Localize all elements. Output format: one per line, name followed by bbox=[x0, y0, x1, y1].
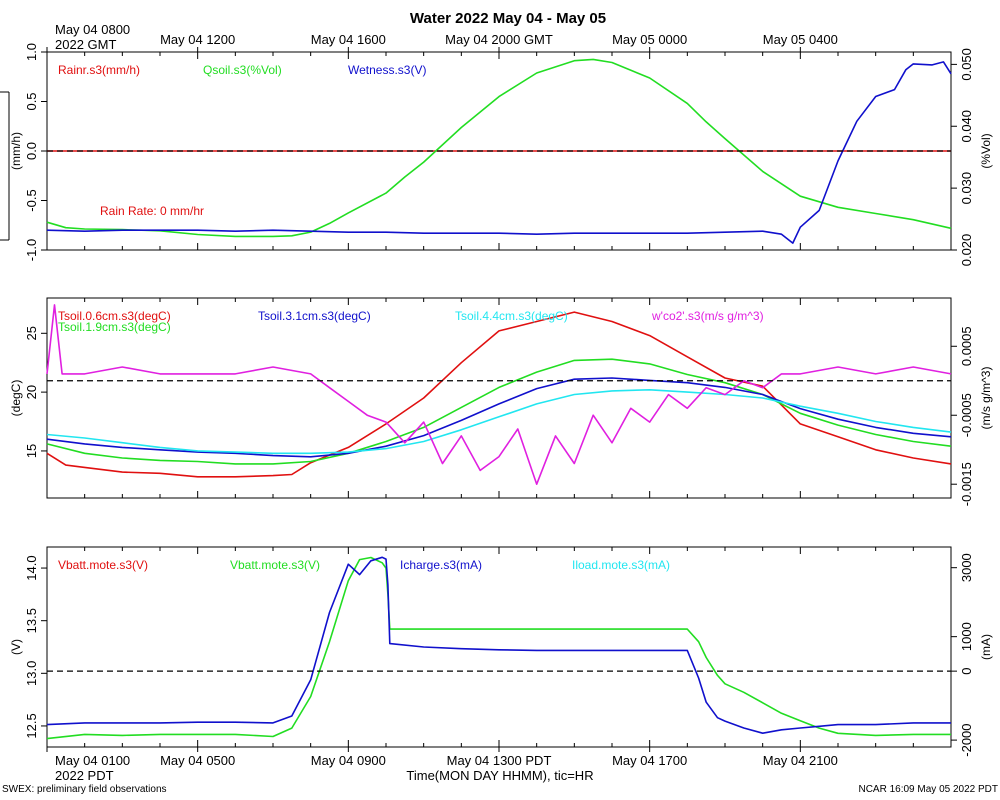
y-left-tick-label: 25 bbox=[24, 326, 39, 340]
y-left-axis-title: (V) bbox=[9, 639, 23, 655]
legend-entry-3: Iload.mote.s3(mA) bbox=[572, 558, 670, 572]
series-line-tsoil-4-4cm-s3-degc- bbox=[46, 388, 952, 455]
y-right-tick-label: 0.0005 bbox=[959, 326, 974, 366]
chart-title: Water 2022 May 04 - May 05 bbox=[410, 10, 606, 27]
bottom-time-label-2: May 04 1300 PDT bbox=[447, 753, 552, 768]
y-left-tick-label: 1.0 bbox=[24, 43, 39, 61]
y-left-tick-label: 12.5 bbox=[24, 713, 39, 738]
y-left-tick-label: 15 bbox=[24, 444, 39, 458]
y-left-tick-label: 0.0 bbox=[24, 142, 39, 160]
panel-0: -1.0 -0.5 0.0 0.5 1.0 0.020 0.030 0.040 0.050 (mm… bbox=[9, 43, 993, 266]
legend-entry-0: Vbatt.mote.s3(V) bbox=[58, 558, 148, 572]
series-line-tsoil-1-9cm-s3-degc- bbox=[46, 358, 952, 465]
series-line-icharge-s3-ma- bbox=[46, 556, 951, 735]
series-line-wetness-s3-v- bbox=[46, 61, 952, 244]
legend-entry-3: Tsoil.4.4cm.s3(degC) bbox=[455, 309, 568, 323]
bottom-time-label-3: May 04 1700 bbox=[612, 753, 687, 768]
y-left-tick-label: -0.5 bbox=[24, 189, 39, 211]
y-right-tick-label: -0.0005 bbox=[959, 393, 974, 437]
side-bracket bbox=[0, 91, 10, 241]
legend-entry-2: Wetness.s3(V) bbox=[348, 63, 426, 77]
legend-entry-1: Tsoil.1.9cm.s3(degC) bbox=[58, 320, 171, 334]
y-right-tick-label: 0.020 bbox=[959, 234, 974, 267]
y-right-tick-label: 0 bbox=[959, 668, 974, 675]
top-time-label-2: May 04 2000 GMT bbox=[445, 32, 553, 47]
y-right-tick-label: 0.040 bbox=[959, 110, 974, 143]
y-right-tick-label: 3000 bbox=[959, 553, 974, 582]
legend-entry-1: Qsoil.s3(%Vol) bbox=[203, 63, 282, 77]
legend-entry-2: Icharge.s3(mA) bbox=[400, 558, 482, 572]
chart-panels: -1.0 -0.5 0.0 0.5 1.0 0.020 0.030 0.040 0.050 (mm… bbox=[9, 43, 993, 757]
series-line-tsoil-3-1cm-s3-degc- bbox=[46, 377, 952, 458]
footer-left-note: SWEX: preliminary field observations bbox=[2, 784, 167, 795]
bottom-time-label-0: May 04 0500 bbox=[160, 753, 235, 768]
legend-entry-0: Tsoil.0.6cm.s3(degC) bbox=[58, 309, 171, 323]
y-right-axis-title: (%Vol) bbox=[979, 133, 993, 168]
y-right-axis-title: (m/s g/m^3) bbox=[979, 367, 993, 430]
y-right-tick-label: 1000 bbox=[959, 622, 974, 651]
series-line-vbatt-mote-s3-v- bbox=[46, 556, 951, 740]
y-left-axis-title: (mm/h) bbox=[9, 132, 23, 170]
y-right-tick-label: 0.050 bbox=[959, 48, 974, 81]
top-time-label-3: May 05 0000 bbox=[612, 32, 687, 47]
y-left-tick-label: 13.0 bbox=[24, 661, 39, 686]
top-time-axis: May 04 1200 May 04 1600 May 04 2000 GMT May… bbox=[160, 32, 838, 47]
y-left-tick-label: 20 bbox=[24, 385, 39, 399]
footer-right-note: NCAR 16:09 May 05 2022 PDT bbox=[858, 784, 998, 795]
legend-entry-0: Rainr.s3(mm/h) bbox=[58, 63, 140, 77]
legend-entry-2: Tsoil.3.1cm.s3(degC) bbox=[258, 309, 371, 323]
y-left-tick-label: 13.5 bbox=[24, 608, 39, 633]
series-line-qsoil-s3-vol- bbox=[46, 58, 952, 238]
bottom-time-label-4: May 04 2100 bbox=[763, 753, 838, 768]
top-time-label-1: May 04 1600 bbox=[311, 32, 386, 47]
rain-rate-annotation: Rain Rate: 0 mm/hr bbox=[100, 204, 204, 218]
y-left-tick-label: 0.5 bbox=[24, 92, 39, 110]
legend-entry-4: w'co2'.s3(m/s g/m^3) bbox=[651, 309, 764, 323]
y-left-tick-label: -1.0 bbox=[24, 239, 39, 261]
y-right-axis-title: (mA) bbox=[979, 634, 993, 660]
x-axis-label: Time(MON DAY HHMM), tic=HR bbox=[406, 768, 593, 783]
series-line-w-co2-s3-m-s-g-m-3- bbox=[46, 304, 952, 486]
top-time-label-0: May 04 1200 bbox=[160, 32, 235, 47]
y-left-axis-title: (degC) bbox=[9, 380, 23, 417]
series-line-tsoil-0-6cm-s3-degc- bbox=[46, 311, 952, 478]
y-right-tick-label: 0.030 bbox=[959, 172, 974, 205]
top-corner-label-line1: May 04 0800 bbox=[55, 22, 130, 37]
bottom-time-label-1: May 04 0900 bbox=[311, 753, 386, 768]
bottom-time-axis: May 04 0500 May 04 0900 May 04 1300 PDT May… bbox=[160, 753, 838, 768]
y-right-tick-label: -0.0015 bbox=[959, 462, 974, 506]
y-right-tick-label: -2000 bbox=[959, 723, 974, 756]
top-corner-label-line2: 2022 GMT bbox=[55, 37, 116, 52]
panel-1: 15 20 25 -0.0015 -0.0005 0.0005 (degC) (m/s g/m… bbox=[9, 297, 993, 506]
top-time-label-4: May 05 0400 bbox=[763, 32, 838, 47]
panel-2: 12.5 13.0 13.5 14.0 -2000 0 1000 3000 (V) (mA) Vba… bbox=[9, 546, 993, 757]
bottom-corner-label-line1: May 04 0100 bbox=[55, 753, 130, 768]
y-left-tick-label: 14.0 bbox=[24, 555, 39, 580]
bottom-corner-label-line2: 2022 PDT bbox=[55, 768, 114, 783]
legend-entry-1: Vbatt.mote.s3(V) bbox=[230, 558, 320, 572]
